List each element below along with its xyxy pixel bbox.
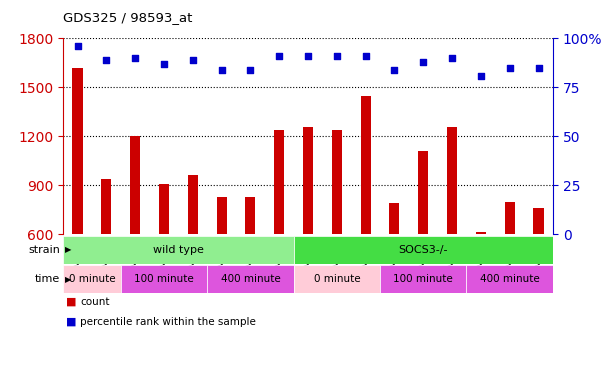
Point [303,53,313,59]
Text: percentile rank within the sample: percentile rank within the sample [80,317,256,327]
Text: 100 minute: 100 minute [394,274,453,284]
Bar [216,197,227,332]
Bar [447,127,457,332]
Text: 400 minute: 400 minute [480,274,540,284]
Bar [207,265,294,293]
Bar [130,136,140,332]
Text: ▶: ▶ [65,274,72,284]
Bar [245,197,255,332]
Text: 400 minute: 400 minute [221,274,280,284]
Text: time: time [35,274,60,284]
Text: 0 minute: 0 minute [314,274,360,284]
Bar [188,175,198,332]
Bar [159,184,169,332]
Point [188,57,198,63]
Bar [361,96,371,332]
Bar [63,265,121,293]
Bar [121,265,207,293]
Bar [274,130,284,332]
Text: ■: ■ [66,317,76,327]
Point [332,53,341,59]
Point [217,67,227,73]
Bar [505,202,514,332]
Point [102,57,111,63]
Text: ■: ■ [66,297,76,307]
Bar [102,179,111,332]
Point [476,73,486,79]
Bar [389,203,400,332]
Bar [476,232,486,332]
Bar [63,236,294,264]
Text: ▶: ▶ [65,245,72,254]
Text: 100 minute: 100 minute [134,274,194,284]
Bar [332,130,342,332]
Point [130,55,140,61]
Bar [294,265,380,293]
Point [505,65,514,71]
Point [534,65,543,71]
Bar [73,68,82,332]
Point [361,53,370,59]
Point [73,43,82,49]
Point [159,61,169,67]
Bar [534,208,543,332]
Text: strain: strain [28,245,60,255]
Text: count: count [80,297,109,307]
Text: 0 minute: 0 minute [69,274,115,284]
Text: GDS325 / 98593_at: GDS325 / 98593_at [63,11,192,24]
Bar [418,151,429,332]
Point [246,67,255,73]
Point [275,53,284,59]
Point [418,59,428,65]
Bar [303,127,313,332]
Bar [294,236,553,264]
Bar [380,265,466,293]
Text: wild type: wild type [153,245,204,255]
Point [447,55,457,61]
Point [389,67,399,73]
Bar [466,265,553,293]
Text: SOCS3-/-: SOCS3-/- [398,245,448,255]
